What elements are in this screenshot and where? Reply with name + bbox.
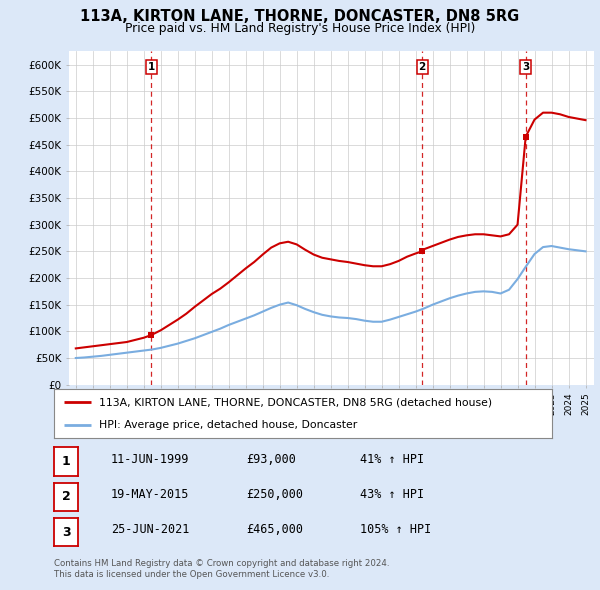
Text: 1: 1	[148, 62, 155, 72]
Text: £93,000: £93,000	[246, 453, 296, 466]
Text: 25-JUN-2021: 25-JUN-2021	[111, 523, 190, 536]
Text: 1: 1	[62, 455, 71, 468]
Text: 3: 3	[62, 526, 71, 539]
Text: 41% ↑ HPI: 41% ↑ HPI	[360, 453, 424, 466]
Text: This data is licensed under the Open Government Licence v3.0.: This data is licensed under the Open Gov…	[54, 571, 329, 579]
Text: 3: 3	[522, 62, 529, 72]
Text: 43% ↑ HPI: 43% ↑ HPI	[360, 488, 424, 501]
Text: 11-JUN-1999: 11-JUN-1999	[111, 453, 190, 466]
Text: 113A, KIRTON LANE, THORNE, DONCASTER, DN8 5RG (detached house): 113A, KIRTON LANE, THORNE, DONCASTER, DN…	[99, 398, 492, 408]
Text: 113A, KIRTON LANE, THORNE, DONCASTER, DN8 5RG: 113A, KIRTON LANE, THORNE, DONCASTER, DN…	[80, 9, 520, 24]
Text: HPI: Average price, detached house, Doncaster: HPI: Average price, detached house, Donc…	[99, 419, 357, 430]
Text: 2: 2	[418, 62, 425, 72]
Text: 2: 2	[62, 490, 71, 503]
Text: £465,000: £465,000	[246, 523, 303, 536]
Text: 105% ↑ HPI: 105% ↑ HPI	[360, 523, 431, 536]
Text: 19-MAY-2015: 19-MAY-2015	[111, 488, 190, 501]
Text: £250,000: £250,000	[246, 488, 303, 501]
Text: Price paid vs. HM Land Registry's House Price Index (HPI): Price paid vs. HM Land Registry's House …	[125, 22, 475, 35]
Text: Contains HM Land Registry data © Crown copyright and database right 2024.: Contains HM Land Registry data © Crown c…	[54, 559, 389, 568]
